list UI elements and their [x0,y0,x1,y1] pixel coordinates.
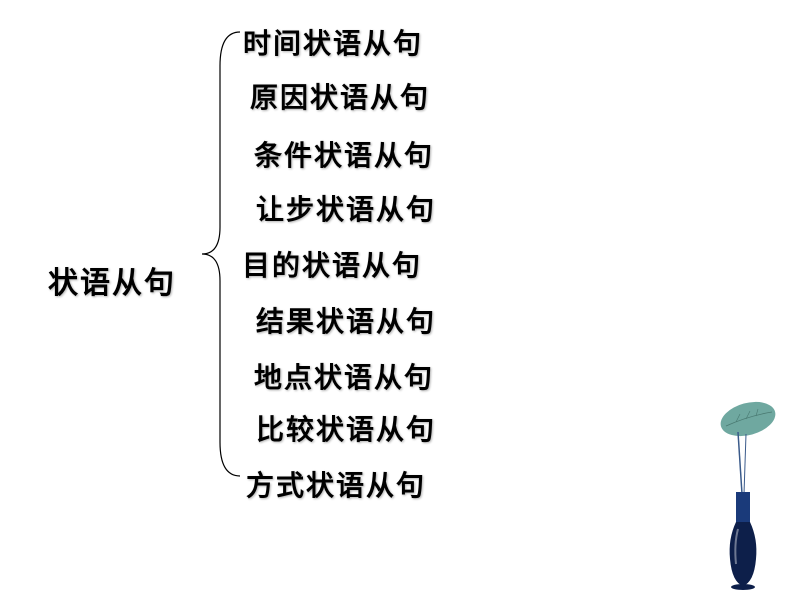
vase-svg [698,394,788,594]
clause-item-0: 时间状语从句 [243,22,423,62]
clause-item-5: 结果状语从句 [256,300,436,340]
clause-item-1: 原因状语从句 [250,76,430,116]
clause-item-3: 让步状语从句 [256,188,436,228]
brace-bracket [200,30,240,478]
clause-item-4: 目的状语从句 [242,244,422,284]
vase-decoration [698,394,788,599]
clause-item-7: 比较状语从句 [256,408,436,448]
clause-item-2: 条件状语从句 [254,134,434,174]
root-label: 状语从句 [48,258,176,302]
clause-item-8: 方式状语从句 [246,464,426,504]
clause-item-6: 地点状语从句 [254,356,434,396]
